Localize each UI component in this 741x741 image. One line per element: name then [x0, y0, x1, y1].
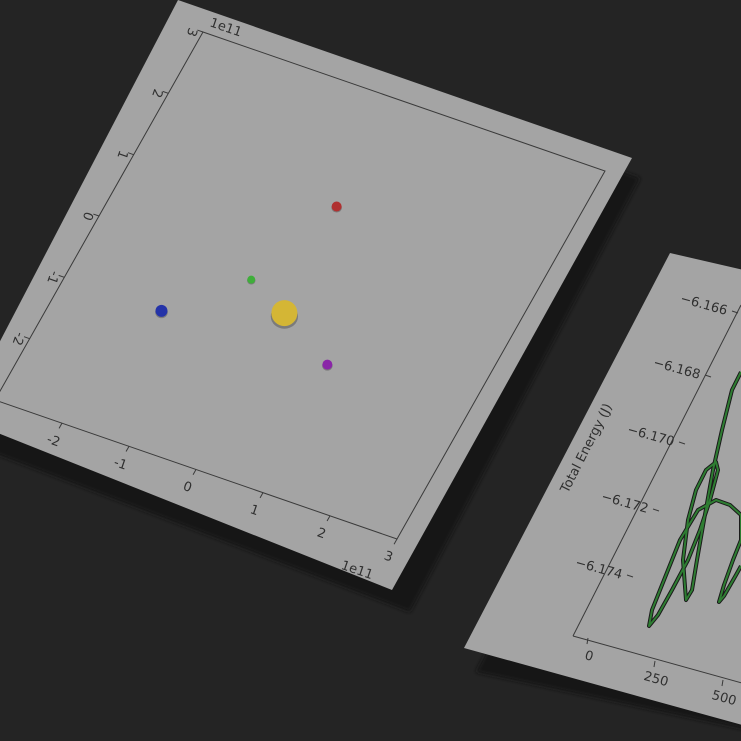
orbit-x-tick: [125, 446, 130, 452]
energy-x-tick: [721, 679, 724, 687]
orbit-x-tick-label: -1: [112, 455, 129, 473]
orbit-x-tick: [259, 492, 264, 499]
orbit-panel-card: [0, 0, 632, 590]
energy-y-axis: [572, 304, 741, 637]
orbit-x-tick: [326, 515, 331, 522]
orbit-y-tick-label: -1: [43, 269, 61, 286]
energy-y-tick: [704, 374, 712, 378]
orbit-x-tick: [192, 469, 197, 475]
energy-x-tick: [653, 660, 656, 668]
orbit-y-tick: [127, 152, 134, 156]
energy-x-tick-label: 250: [642, 669, 670, 690]
orbit-x-tick: [393, 538, 398, 545]
energy-panel-card: [464, 253, 741, 725]
energy-x-tick: [586, 637, 589, 645]
orbit-point-3: [155, 304, 168, 317]
energy-line: [648, 371, 741, 627]
energy-x-axis: [572, 635, 741, 684]
energy-y-tick: [678, 441, 686, 445]
orbit-y-tick: [58, 274, 65, 278]
orbit-point-4: [322, 359, 333, 370]
orbit-x-tick-label: -2: [45, 432, 62, 450]
energy-y-tick: [652, 508, 660, 512]
energy-x-tick-label: 0: [583, 648, 595, 665]
orbit-y-tick: [162, 90, 169, 94]
orbit-y-tick: [93, 213, 100, 217]
energy-plot-panel: −6.166−6.168−6.170−6.172−6.1740250500Tot…: [464, 253, 741, 729]
energy-y-tick: [626, 574, 634, 578]
orbit-point-2: [271, 300, 298, 327]
orbit-y-tick: [23, 336, 30, 340]
energy-x-tick-label: 500: [710, 688, 738, 709]
energy-y-tick: [731, 310, 739, 314]
orbit-y-tick-label: -2: [9, 330, 27, 347]
orbit-point-0: [331, 201, 342, 212]
orbit-point-1: [247, 275, 256, 284]
orbit-x-tick: [58, 422, 63, 429]
orbit-y-tick: [197, 29, 204, 33]
